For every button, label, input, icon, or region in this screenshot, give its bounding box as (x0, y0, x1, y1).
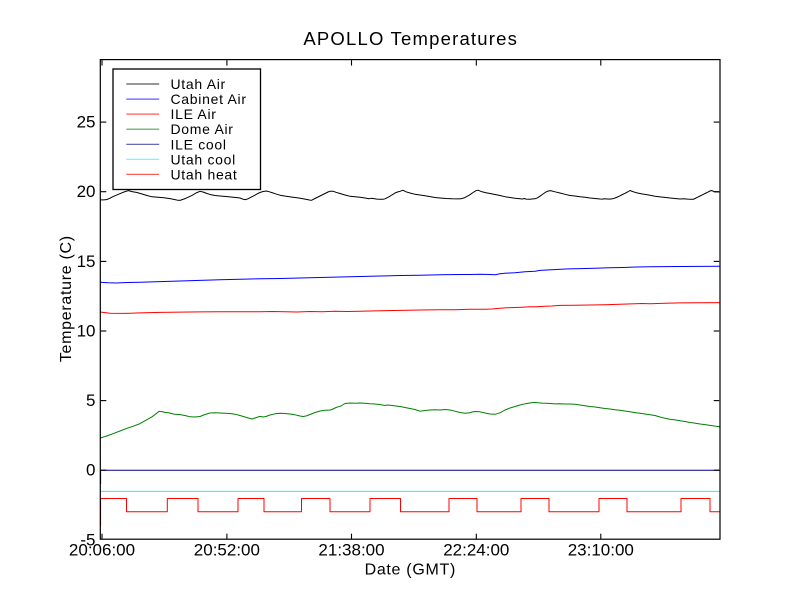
svg-text:Cabinet Air: Cabinet Air (171, 91, 247, 107)
svg-text:APOLLO Temperatures: APOLLO Temperatures (303, 28, 518, 49)
svg-text:ILE Air: ILE Air (171, 106, 217, 122)
svg-text:0: 0 (86, 461, 95, 480)
svg-text:-5: -5 (80, 530, 95, 549)
svg-text:20: 20 (77, 182, 96, 201)
svg-text:5: 5 (86, 391, 95, 410)
svg-text:15: 15 (77, 252, 96, 271)
svg-text:23:10:00: 23:10:00 (568, 540, 634, 559)
svg-text:21:38:00: 21:38:00 (318, 540, 384, 559)
svg-text:22:24:00: 22:24:00 (443, 540, 509, 559)
svg-text:Utah Air: Utah Air (171, 76, 226, 92)
svg-text:Dome Air: Dome Air (171, 121, 234, 137)
svg-text:25: 25 (77, 113, 96, 132)
svg-text:ILE cool: ILE cool (171, 136, 227, 152)
svg-text:20:52:00: 20:52:00 (194, 540, 260, 559)
svg-text:Utah cool: Utah cool (171, 151, 236, 167)
svg-text:20:06:00: 20:06:00 (69, 540, 135, 559)
svg-text:10: 10 (77, 322, 96, 341)
svg-text:Utah heat: Utah heat (171, 166, 238, 182)
svg-text:Date (GMT): Date (GMT) (365, 562, 456, 579)
svg-text:Temperature (C): Temperature (C) (58, 235, 75, 362)
